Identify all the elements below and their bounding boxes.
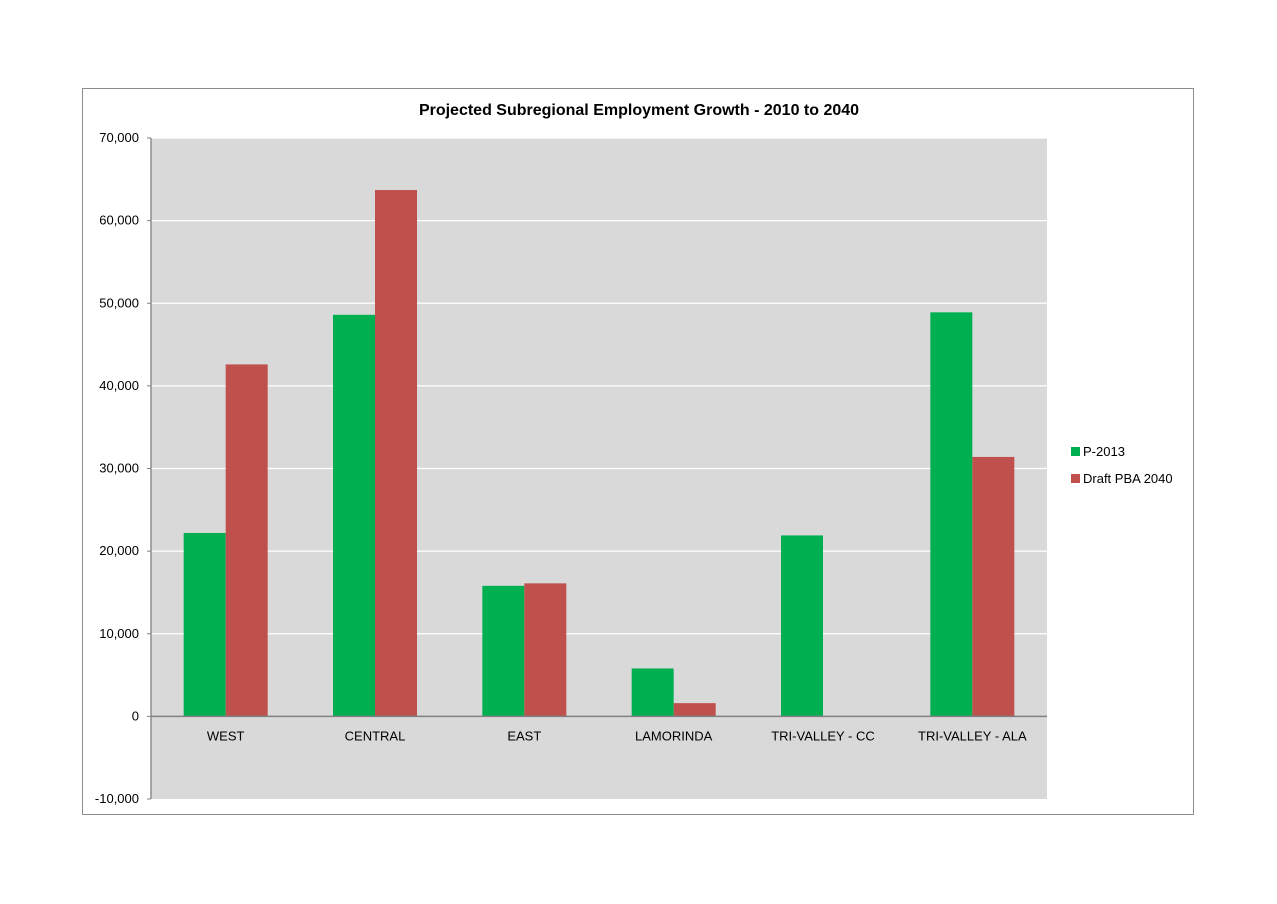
y-tick-label: 60,000	[99, 213, 139, 228]
bar-draft-pba-2040	[375, 190, 417, 717]
bar-p-2013	[631, 668, 674, 717]
bar-p-2013	[781, 535, 823, 717]
bar-p-2013	[333, 314, 375, 717]
x-category-label: TRI-VALLEY - CC	[771, 728, 875, 743]
legend-swatch	[1071, 447, 1080, 456]
y-tick-label: 50,000	[99, 295, 139, 310]
x-category-label: CENTRAL	[345, 728, 406, 743]
y-tick-label: 20,000	[99, 543, 139, 558]
x-category-label: EAST	[507, 728, 541, 743]
x-category-label: WEST	[207, 728, 245, 743]
bar-draft-pba-2040	[225, 364, 268, 717]
bar-p-2013	[930, 312, 973, 717]
legend-label: P-2013	[1083, 444, 1125, 459]
bar-draft-pba-2040	[972, 456, 1015, 717]
x-category-label: TRI-VALLEY - ALA	[918, 728, 1027, 743]
chart-frame: Projected Subregional Employment Growth …	[82, 88, 1194, 815]
legend-swatch	[1071, 474, 1080, 483]
chart-title: Projected Subregional Employment Growth …	[419, 102, 859, 119]
bar-p-2013	[482, 585, 525, 717]
y-tick-label: 70,000	[99, 130, 139, 145]
chart-svg: Projected Subregional Employment Growth …	[95, 102, 1173, 806]
legend-label: Draft PBA 2040	[1083, 471, 1173, 486]
bar-draft-pba-2040	[673, 703, 716, 717]
bar-draft-pba-2040	[524, 583, 567, 717]
y-tick-label: 0	[132, 708, 139, 723]
y-tick-label: 30,000	[99, 461, 139, 476]
x-category-label: LAMORINDA	[635, 728, 713, 743]
plot-area: -10,000 0 10,000 20,000 30,000 40,000 50,000 60…	[95, 130, 1047, 806]
y-tick-label: -10,000	[95, 791, 139, 806]
y-tick-label: 40,000	[99, 378, 139, 393]
bar-p-2013	[183, 532, 226, 717]
legend: P-2013 Draft PBA 2040	[1071, 444, 1173, 486]
y-tick-label: 10,000	[99, 626, 139, 641]
